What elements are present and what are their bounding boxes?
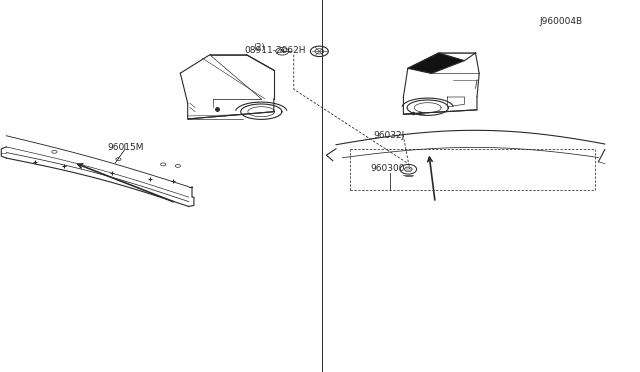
Text: 08911-2062H: 08911-2062H <box>244 46 306 55</box>
Text: 96032J: 96032J <box>373 131 404 140</box>
Polygon shape <box>408 53 465 74</box>
Text: J960004B: J960004B <box>540 17 582 26</box>
Text: N: N <box>280 49 285 54</box>
Circle shape <box>404 167 412 171</box>
Text: (2): (2) <box>253 43 265 52</box>
Text: 960300: 960300 <box>370 164 404 173</box>
Text: 96015M: 96015M <box>108 143 144 152</box>
